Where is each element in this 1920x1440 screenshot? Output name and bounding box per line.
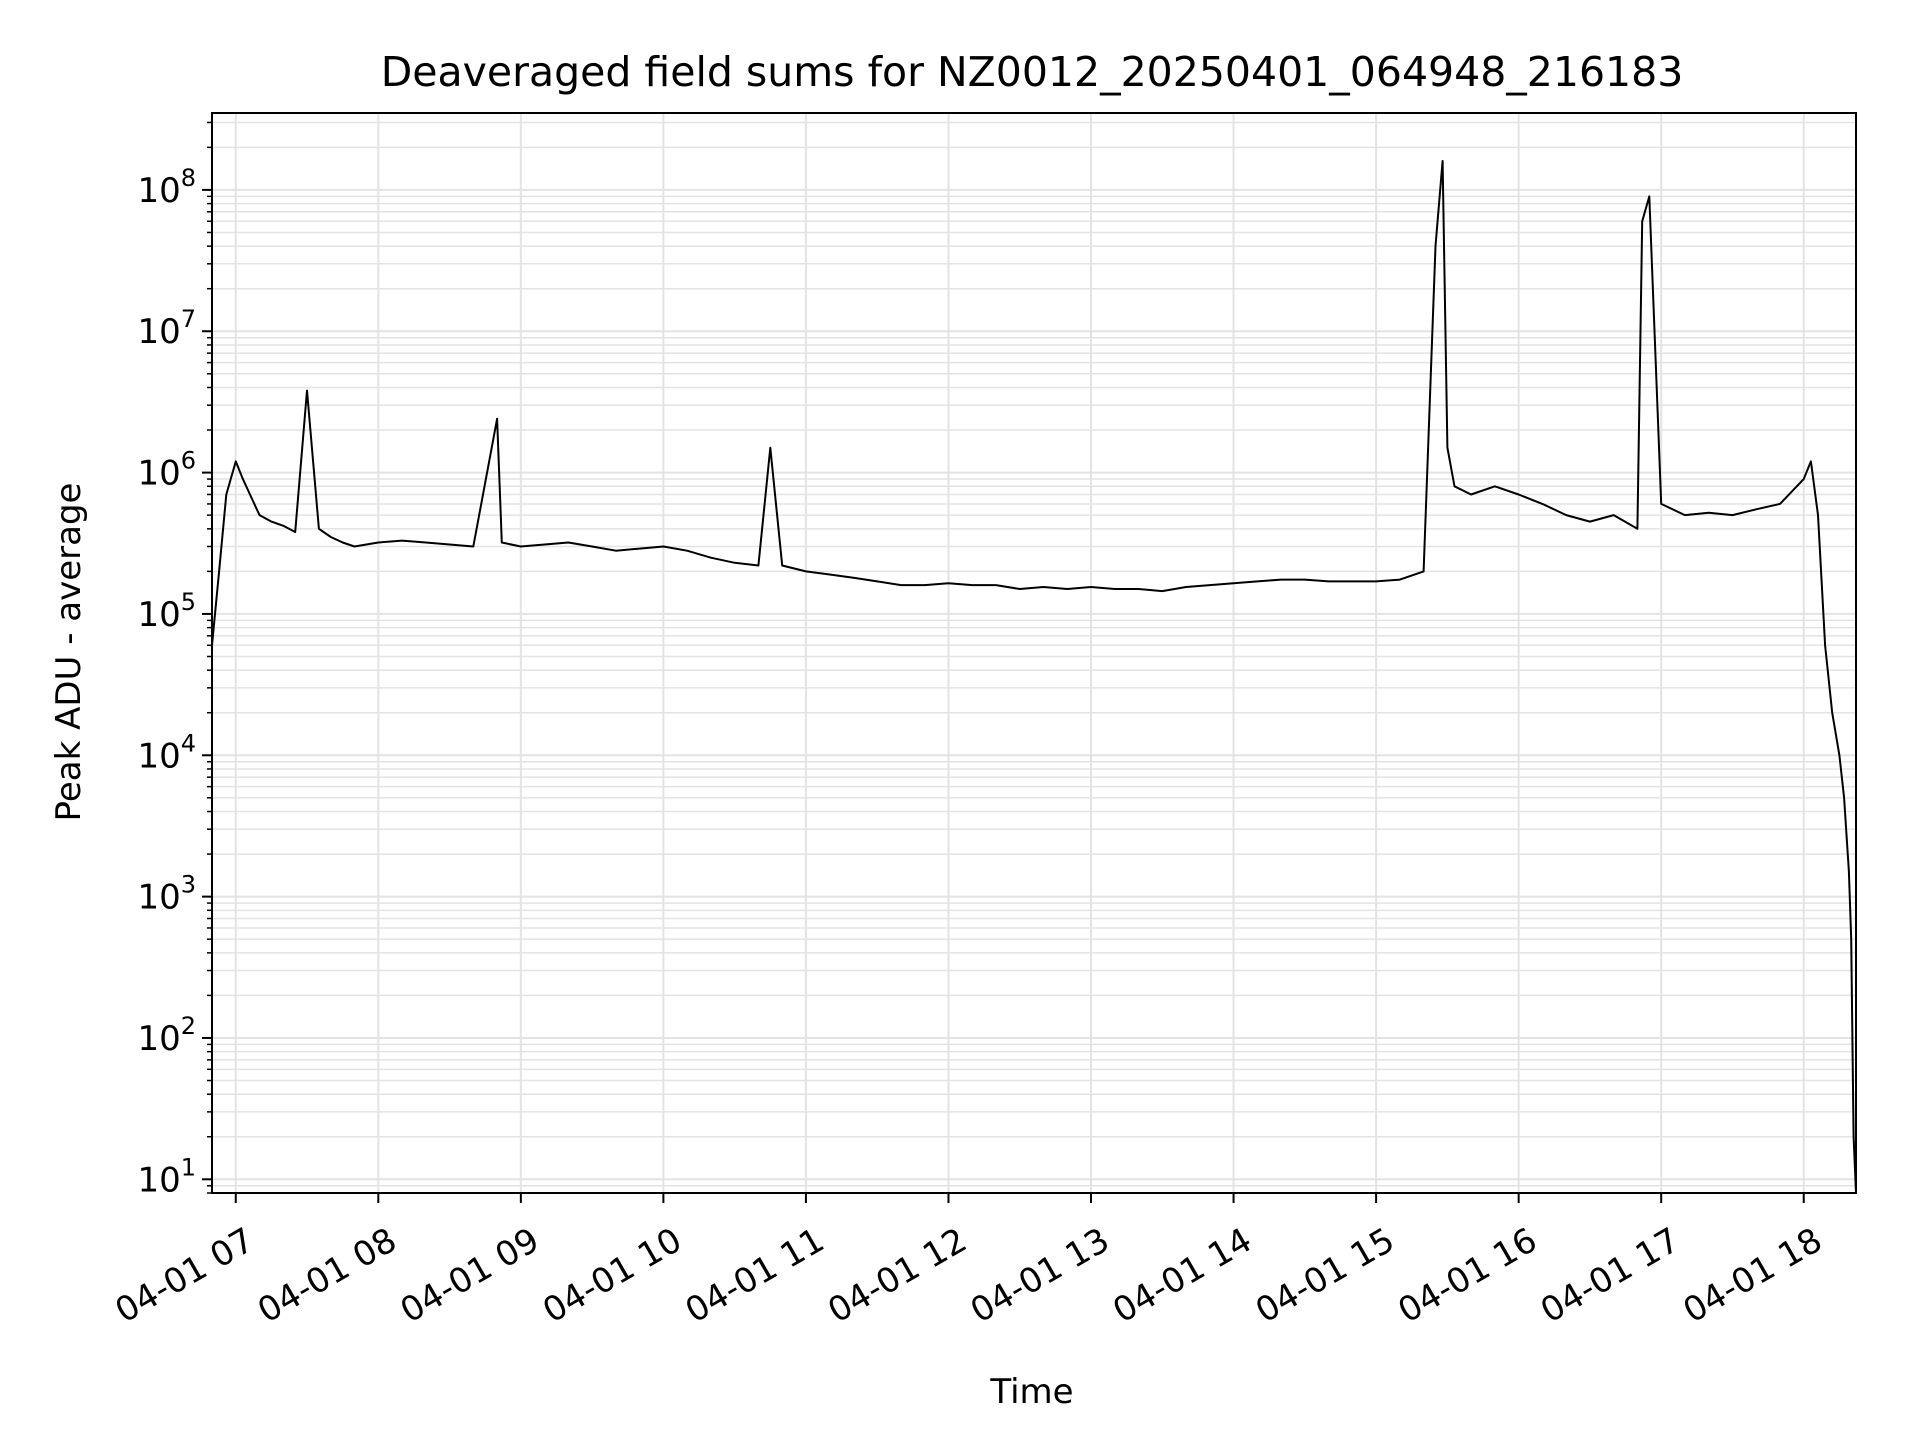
y-tick-label: 106	[137, 447, 196, 494]
y-tick-label: 108	[137, 164, 196, 211]
chart-title: Deaveraged field sums for NZ0012_2025040…	[381, 48, 1684, 96]
y-axis-label: Peak ADU - average	[49, 483, 89, 822]
x-tick-label: 04-01 17	[1534, 1220, 1686, 1331]
y-tick-label: 101	[137, 1153, 196, 1200]
x-tick-label: 04-01 11	[679, 1220, 831, 1331]
x-tick-label: 04-01 14	[1106, 1220, 1258, 1331]
grid	[212, 113, 1856, 1194]
x-tick-label: 04-01 07	[109, 1220, 261, 1331]
x-tick-label: 04-01 15	[1249, 1220, 1401, 1331]
series	[211, 160, 1857, 1194]
x-tick-label: 04-01 09	[394, 1220, 546, 1331]
x-tick-label: 04-01 08	[251, 1220, 403, 1331]
x-tick-label: 04-01 10	[536, 1220, 688, 1331]
x-tick-label: 04-01 18	[1677, 1220, 1829, 1331]
y-tick-label: 102	[137, 1012, 196, 1059]
series-line	[211, 160, 1857, 1194]
y-tick-label: 107	[137, 305, 196, 352]
x-tick-label: 04-01 13	[964, 1220, 1116, 1331]
y-tick-label: 103	[137, 871, 196, 918]
x-axis-label: Time	[989, 1372, 1073, 1412]
y-axis: 101 102 103 104 105 106 107 108	[137, 121, 212, 1200]
y-tick-label: 104	[137, 729, 196, 776]
y-tick-label: 105	[137, 588, 196, 635]
plot-frame	[211, 112, 1857, 1194]
x-tick-label: 04-01 12	[821, 1220, 973, 1331]
x-tick-label: 04-01 16	[1392, 1220, 1544, 1331]
